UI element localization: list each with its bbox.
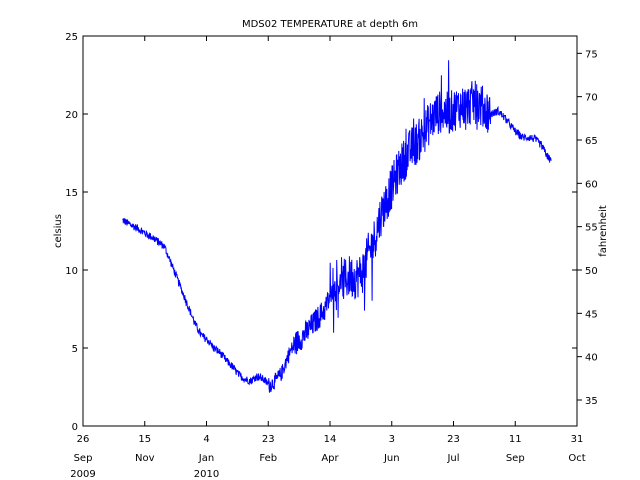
x-tick-day-label: 23 [447, 434, 460, 445]
right-y-tick-label: 50 [585, 266, 598, 277]
right-y-tick-label: 65 [585, 136, 598, 147]
right-y-tick-label: 70 [585, 93, 598, 104]
right-y-tick-label: 75 [585, 49, 598, 60]
left-y-tick-label: 10 [65, 266, 78, 277]
x-tick-day-label: 4 [203, 434, 209, 445]
x-tick-day-label: 3 [389, 434, 395, 445]
left-y-axis: 0 5 10 15 20 25 [65, 32, 577, 433]
left-y-tick-label: 20 [65, 110, 78, 121]
x-tick-month-label: Nov [135, 453, 155, 464]
x-tick-day-label: 23 [262, 434, 275, 445]
x-axis: 26 Sep 2009 15 Nov 4 Jan 2010 23 Feb 14 Apr 3 Jun 23 Ju… [70, 36, 586, 480]
x-tick-year-label: 2009 [70, 469, 95, 480]
temperature-series-line [122, 60, 552, 393]
right-y-axis: 35 40 45 50 55 60 65 70 75 [577, 49, 598, 407]
x-tick-month-label: Jul [446, 453, 459, 464]
series-layer [122, 60, 552, 393]
right-y-tick-label: 45 [585, 309, 598, 320]
x-tick-day-label: 26 [77, 434, 90, 445]
x-tick-month-label: Apr [321, 453, 339, 464]
right-y-tick-label: 40 [585, 353, 598, 364]
left-y-tick-label: 15 [65, 188, 78, 199]
x-tick-month-label: Jun [383, 453, 400, 464]
x-tick-month-label: Jan [198, 453, 214, 464]
x-tick-month-label: Oct [568, 453, 585, 464]
right-y-tick-label: 55 [585, 223, 598, 234]
x-tick-day-label: 11 [509, 434, 522, 445]
right-y-tick-label: 60 [585, 179, 598, 190]
y-axis-label-right: fahrenheit [598, 205, 609, 257]
x-tick-month-label: Sep [506, 453, 525, 464]
x-tick-year-label: 2010 [194, 469, 219, 480]
x-tick-day-label: 31 [571, 434, 584, 445]
x-tick-month-label: Sep [74, 453, 93, 464]
x-tick-day-label: 15 [138, 434, 151, 445]
y-axis-label-left: celsius [53, 214, 64, 248]
chart-title: MDS02 TEMPERATURE at depth 6m [242, 19, 418, 30]
left-y-tick-label: 0 [72, 422, 78, 433]
left-y-tick-label: 25 [65, 32, 78, 43]
plot-frame [82, 35, 578, 427]
x-tick-month-label: Feb [259, 453, 277, 464]
right-y-tick-label: 35 [585, 396, 598, 407]
x-tick-day-label: 14 [324, 434, 337, 445]
left-y-tick-label: 5 [72, 344, 78, 355]
